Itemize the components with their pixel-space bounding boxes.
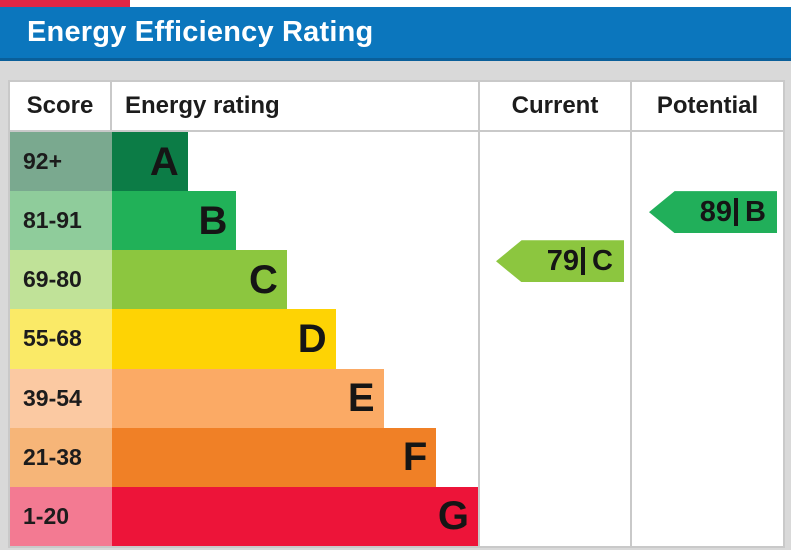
band-letter-D: D [297, 316, 327, 361]
band-letter-C: C [249, 257, 278, 302]
score-range-B: 81-91 [10, 191, 112, 251]
potential-column: 89 B [630, 132, 783, 546]
top-strip [0, 0, 791, 7]
potential-score-value: 89 [699, 195, 733, 228]
bar-track-C: C [112, 250, 478, 310]
arrow-divider [734, 198, 739, 227]
current-score-value: 79 [546, 244, 580, 277]
arrow-divider [581, 247, 586, 276]
rating-bands: 92+ A 81-91 B 69-80 C 55-68 D 39-54 E 21-38 F 1-20 G [10, 132, 478, 546]
potential-column-header: Potential [630, 82, 783, 132]
bar-track-G: G [112, 486, 478, 546]
band-row-F: 21-38 F [10, 427, 478, 487]
bar-track-B: B [112, 191, 478, 251]
band-row-D: 55-68 D [10, 309, 478, 369]
score-range-F: 21-38 [10, 427, 112, 487]
score-column-header: Score [10, 82, 112, 132]
chart-title: Energy Efficiency Rating [27, 16, 374, 48]
band-row-A: 92+ A [10, 132, 478, 192]
band-row-C: 69-80 C [10, 250, 478, 310]
band-bar-B: B [112, 191, 237, 251]
band-letter-F: F [402, 435, 428, 480]
band-bar-E: E [112, 368, 384, 428]
band-letter-A: A [149, 139, 179, 184]
current-column: 79 C [478, 132, 630, 546]
score-range-C: 69-80 [10, 250, 112, 310]
band-row-G: 1-20 G [10, 486, 478, 546]
potential-band-letter: B [745, 195, 766, 228]
score-range-A: 92+ [10, 132, 112, 192]
band-letter-B: B [198, 198, 228, 243]
band-bar-C: C [112, 250, 287, 310]
score-range-E: 39-54 [10, 368, 112, 428]
rating-table: Score Energy rating Current Potential 92… [8, 80, 785, 548]
band-bar-G: G [112, 486, 478, 546]
score-range-D: 55-68 [10, 309, 112, 369]
band-letter-E: E [347, 376, 375, 421]
bar-track-A: A [112, 132, 478, 192]
chart-title-banner: Energy Efficiency Rating [0, 7, 791, 61]
band-row-E: 39-54 E [10, 368, 478, 428]
band-letter-G: G [437, 494, 469, 539]
band-bar-D: D [112, 309, 336, 369]
current-rating-arrow: 79 C [496, 240, 624, 283]
current-band-letter: C [592, 244, 613, 277]
current-column-header: Current [478, 82, 630, 132]
top-accent-bar [0, 0, 130, 7]
band-bar-F: F [112, 427, 437, 487]
energy-rating-column-header: Energy rating [112, 82, 478, 132]
bar-track-F: F [112, 427, 478, 487]
score-range-G: 1-20 [10, 486, 112, 546]
bar-track-E: E [112, 368, 478, 428]
potential-rating-arrow: 89 B [649, 191, 777, 234]
band-bar-A: A [112, 132, 188, 192]
band-row-B: 81-91 B [10, 191, 478, 251]
bar-track-D: D [112, 309, 478, 369]
